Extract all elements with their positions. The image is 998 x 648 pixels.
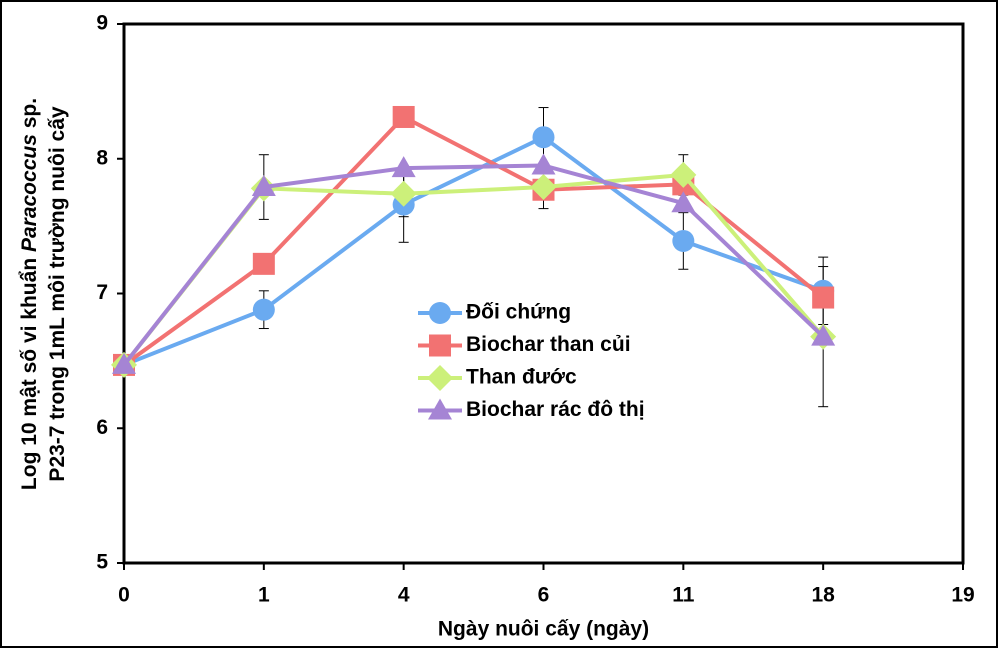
- marker: [427, 365, 453, 391]
- y-axis-label-part: sp.: [18, 98, 41, 134]
- y-axis-label-part: P23-7 trong 1mL môi trường nuôi cấy: [46, 106, 69, 481]
- marker: [812, 286, 835, 309]
- marker: [672, 229, 695, 252]
- y-axis-label-part: Paracoccus: [18, 134, 41, 252]
- y-axis-label: Log 10 mật số vi khuẩn Paracoccus sp.: [18, 98, 41, 490]
- legend-label: Đối chứng: [466, 301, 571, 324]
- legend-label: Biochar than củi: [466, 333, 631, 356]
- x-tick-label: 11: [672, 584, 695, 607]
- marker: [391, 156, 416, 178]
- y-tick-label: 8: [96, 146, 108, 169]
- marker: [670, 161, 697, 188]
- marker: [112, 352, 136, 374]
- y-tick-label: 9: [96, 12, 108, 35]
- marker: [251, 175, 276, 197]
- marker: [252, 298, 275, 321]
- x-axis-label: Ngày nuôi cấy (ngày): [438, 618, 649, 641]
- x-tick-label: 18: [811, 584, 835, 607]
- marker: [532, 126, 555, 149]
- marker: [429, 334, 451, 357]
- marker: [530, 174, 557, 201]
- x-tick-label: 0: [118, 584, 130, 607]
- marker: [671, 191, 696, 213]
- series-line: [123, 134, 824, 367]
- y-tick-label: 5: [96, 551, 108, 574]
- x-tick-label: 6: [538, 584, 550, 607]
- y-tick-label: 6: [96, 416, 108, 439]
- marker: [429, 302, 451, 324]
- marker: [390, 180, 417, 207]
- x-tick-label: 4: [398, 584, 410, 607]
- marker: [531, 153, 556, 175]
- y-tick-label: 7: [96, 281, 108, 304]
- legend-label: Biochar rác đô thị: [466, 398, 645, 421]
- y-axis-label-part: Log 10 mật số vi khuẩn: [18, 252, 41, 490]
- marker: [392, 105, 415, 128]
- legend-label: Than đước: [466, 366, 577, 389]
- marker: [252, 252, 275, 275]
- series-line: [122, 163, 825, 367]
- y-axis-label: P23-7 trong 1mL môi trường nuôi cấy: [46, 106, 69, 481]
- marker: [428, 398, 452, 420]
- marker: [811, 324, 836, 346]
- x-tick-label: 19: [951, 584, 974, 607]
- x-tick-label: 1: [258, 584, 270, 607]
